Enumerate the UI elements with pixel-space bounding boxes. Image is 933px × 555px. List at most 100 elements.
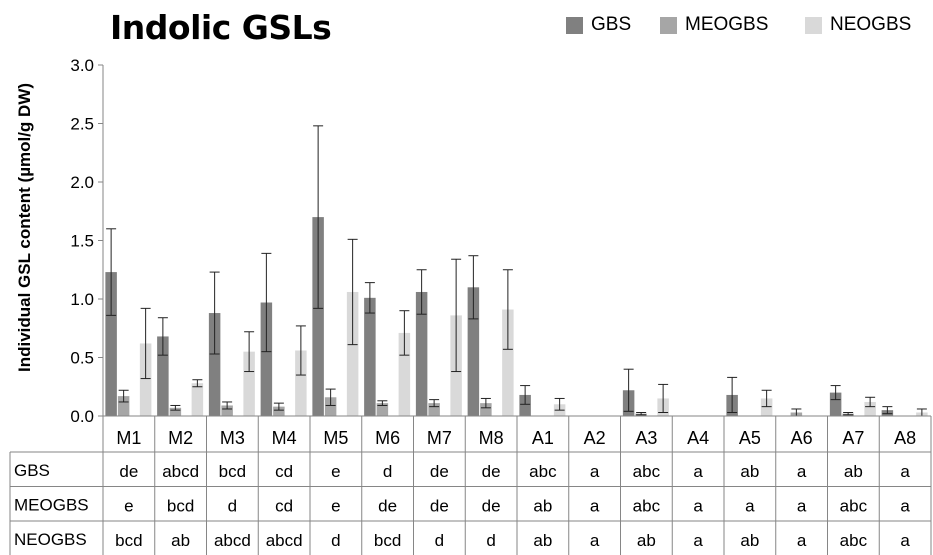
table-cell: abc: [840, 497, 868, 516]
table-cell: ab: [740, 531, 759, 550]
table-row-label: GBS: [14, 461, 50, 480]
bar-gbs-m5: [312, 217, 324, 416]
legend-item-neogbs: NEOGBS: [805, 14, 911, 36]
table-cell: bcd: [115, 531, 142, 550]
table-cell: e: [124, 497, 133, 516]
bar-neogbs-m4: [295, 350, 307, 416]
bar-neogbs-m5: [346, 291, 359, 416]
table-row-label: NEOGBS: [14, 530, 87, 549]
legend-item-gbs: GBS: [566, 14, 631, 36]
table-cell: a: [590, 462, 600, 481]
y-tick-label: 2.5: [70, 115, 94, 134]
table-cell: de: [119, 462, 138, 481]
table-cell: a: [900, 497, 910, 516]
x-tick-label: M4: [272, 428, 297, 448]
table-cell: a: [590, 531, 600, 550]
table-cell: ab: [637, 531, 656, 550]
x-tick-label: A3: [635, 428, 657, 448]
bar-gbs-a1: [519, 394, 531, 416]
table-row-label: MEOGBS: [14, 496, 89, 515]
x-tick-label: A5: [739, 428, 761, 448]
table-cell: ab: [844, 462, 863, 481]
y-tick-label: 0.0: [70, 407, 94, 426]
table-cell: de: [430, 497, 449, 516]
y-tick-label: 0.5: [70, 349, 94, 368]
bar-neogbs-m2: [191, 383, 204, 416]
table-cell: d: [486, 531, 495, 550]
table-cell: ab: [171, 531, 190, 550]
legend-label-gbs: GBS: [591, 14, 632, 35]
x-tick-label: M5: [323, 428, 348, 448]
x-tick-label: M3: [220, 428, 245, 448]
legend-label-neogbs: NEOGBS: [830, 14, 912, 35]
table-cell: abcd: [214, 531, 251, 550]
bar-neogbs-m8: [502, 309, 514, 416]
y-tick-label: 1.0: [70, 290, 94, 309]
table-cell: a: [745, 497, 755, 516]
table-cell: bcd: [167, 497, 194, 516]
table-cell: ab: [533, 531, 552, 550]
bar-meogbs-m8: [480, 403, 492, 416]
legend-item-meogbs: MEOGBS: [660, 14, 768, 36]
table-cell: d: [331, 531, 340, 550]
table-cell: a: [590, 497, 600, 516]
bar-neogbs-m1: [139, 343, 152, 416]
x-tick-label: A1: [532, 428, 554, 448]
x-tick-label: A4: [687, 428, 709, 448]
table-cell: d: [435, 531, 444, 550]
table-cell: de: [430, 462, 449, 481]
table-cell: abcd: [266, 531, 303, 550]
bar-gbs-m8: [467, 287, 480, 416]
table-cell: de: [482, 497, 501, 516]
table-cell: a: [693, 462, 703, 481]
legend-label-meogbs: MEOGBS: [685, 14, 769, 35]
table-cell: ab: [740, 462, 759, 481]
table-cell: a: [693, 497, 703, 516]
bar-gbs-m2: [157, 336, 169, 416]
x-tick-label: M7: [427, 428, 452, 448]
bar-gbs-m7: [415, 291, 428, 416]
bar-meogbs-m5: [324, 397, 337, 416]
table-cell: abc: [633, 497, 661, 516]
legend-swatch-meogbs: [660, 16, 677, 34]
bar-neogbs-a5: [760, 398, 773, 416]
x-tick-label: M8: [479, 428, 504, 448]
chart-title: Indolic GSLs: [110, 8, 332, 47]
bar-neogbs-m6: [398, 332, 411, 416]
bar-meogbs-m3: [221, 405, 233, 416]
bar-gbs-m1: [105, 272, 117, 416]
table-cell: bcd: [374, 531, 401, 550]
table-cell: abc: [840, 531, 868, 550]
bar-gbs-m3: [208, 313, 221, 416]
bar-neogbs-m3: [243, 351, 255, 416]
x-tick-label: M6: [375, 428, 400, 448]
legend-swatch-gbs: [566, 16, 583, 34]
bar-gbs-a7: [829, 392, 842, 416]
x-tick-label: A6: [791, 428, 813, 448]
table-cell: ab: [533, 497, 552, 516]
y-tick-label: 2.0: [70, 173, 94, 192]
y-tick-label: 3.0: [70, 56, 94, 75]
bar-gbs-m6: [364, 297, 376, 416]
table-cell: abc: [633, 462, 661, 481]
bar-meogbs-m7: [428, 403, 440, 416]
bar-meogbs-m1: [117, 396, 130, 416]
table-cell: e: [331, 497, 340, 516]
x-tick-label: A2: [584, 428, 606, 448]
table-cell: d: [228, 497, 237, 516]
table-cell: cd: [275, 462, 293, 481]
x-tick-label: M2: [168, 428, 193, 448]
table-cell: a: [693, 531, 703, 550]
x-tick-label: M1: [116, 428, 141, 448]
x-tick-label: A7: [842, 428, 864, 448]
bar-gbs-m4: [260, 302, 273, 416]
y-tick-label: 1.5: [70, 232, 94, 251]
table-cell: a: [797, 462, 807, 481]
bar-neogbs-a7: [864, 401, 876, 416]
table-cell: abc: [529, 462, 557, 481]
table-cell: de: [378, 497, 397, 516]
bar-meogbs-m4: [273, 406, 285, 416]
table-cell: a: [900, 531, 910, 550]
table-cell: e: [331, 462, 340, 481]
